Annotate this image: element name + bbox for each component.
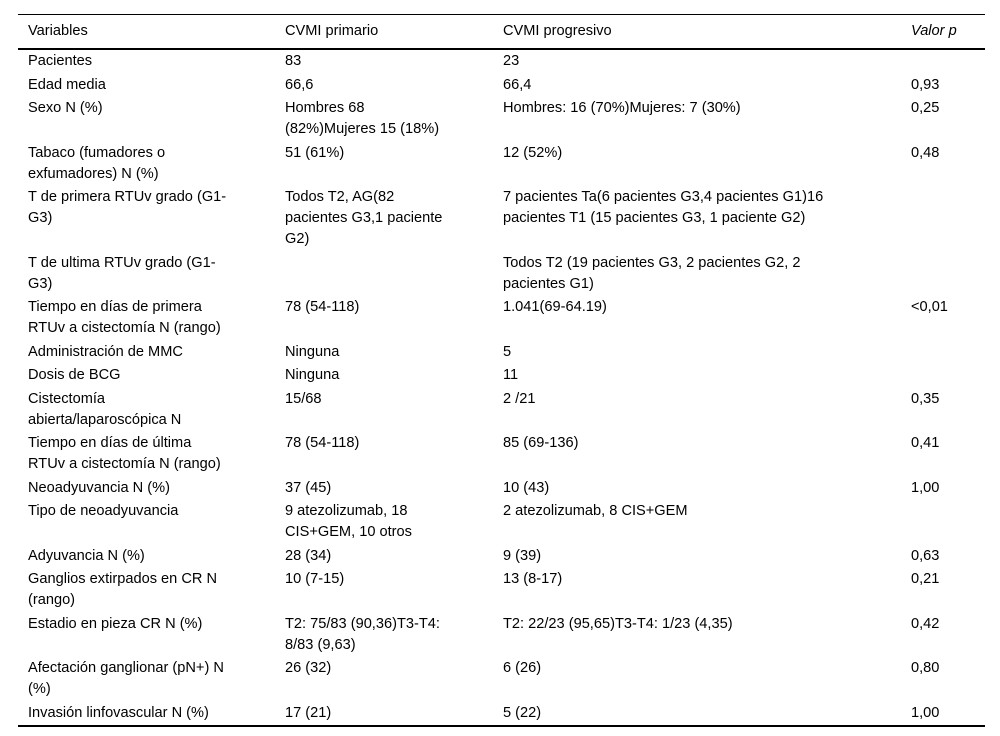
cell-p: 1,00: [911, 479, 940, 496]
table-body: Pacientes 83 23 Edad media 66,6 66,4 0,93 Sexo …: [18, 49, 985, 726]
cell-progresivo: 1.041(69-64.19): [503, 299, 607, 315]
table-row: Pacientes 83 23: [18, 49, 985, 74]
cell-primario: 9 atezolizumab, 18 CIS+GEM, 10 otros: [285, 503, 412, 540]
cell-p: 0,80: [911, 660, 940, 676]
cell-variable: Tabaco (fumadores o exfumadores) N (%): [28, 144, 166, 182]
cell-variable: Adyuvancia N (%): [28, 547, 145, 564]
cell-primario: 78 (54-118): [285, 435, 360, 451]
cell-variable: Edad media: [28, 76, 106, 93]
cell-progresivo: Todos T2 (19 pacientes G3, 2 pacientes G…: [503, 254, 801, 292]
cell-progresivo: 6 (26): [503, 660, 542, 676]
cell-p: 1,00: [911, 704, 940, 721]
cell-p: <0,01: [911, 299, 948, 315]
cell-variable: Neoadyuvancia N (%): [28, 479, 170, 496]
cell-primario: 78 (54-118): [285, 299, 360, 315]
cell-progresivo: 10 (43): [503, 479, 550, 496]
table-header: Variables CVMI primario CVMI progresivo …: [18, 14, 985, 50]
table-row: Tiempo en días de última RTUv a cistecto…: [18, 432, 985, 477]
cell-progresivo: 9 (39): [503, 547, 542, 564]
cell-p: 0,42: [911, 615, 940, 632]
cell-primario: 37 (45): [285, 479, 332, 496]
table-row: Tabaco (fumadores o exfumadores) N (%) 51…: [18, 142, 985, 187]
cell-p: [911, 186, 985, 252]
table-row: Edad media 66,6 66,4 0,93: [18, 74, 985, 98]
table-row: Afectación ganglionar (pN+) N (%) 26 (32)…: [18, 657, 985, 702]
table-row: Cistectomía abierta/laparoscópica N 15/68…: [18, 388, 985, 433]
cell-variable: Invasión linfovascular N (%): [28, 704, 209, 721]
cell-p: 0,35: [911, 390, 940, 407]
cell-variable: Afectación ganglionar (pN+) N (%): [28, 660, 224, 697]
cell-primario: 28 (34): [285, 547, 332, 564]
comparison-table: Variables CVMI primario CVMI progresivo …: [18, 14, 985, 727]
table-row: Estadio en pieza CR N (%) T2: 75/83 (90,3…: [18, 613, 985, 658]
table-row: T de primera RTUv grado (G1- G3) Todos T2…: [18, 186, 985, 252]
cell-progresivo: 5 (22): [503, 704, 542, 721]
table-row: Dosis de BCG Ninguna 11: [18, 364, 985, 388]
cell-p: [911, 341, 985, 365]
cell-primario: T2: 75/83 (90,36)T3-T4: 8/83 (9,63): [285, 615, 440, 653]
cell-variable: Estadio en pieza CR N (%): [28, 615, 203, 632]
table-row: Tiempo en días de primera RTUv a cistect…: [18, 296, 985, 341]
cell-variable: Pacientes: [28, 53, 93, 69]
cell-variable: Administración de MMC: [28, 343, 183, 360]
cell-progresivo: 2 atezolizumab, 8 CIS+GEM: [503, 503, 688, 519]
cell-variable: Tiempo en días de primera RTUv a cistect…: [28, 299, 221, 336]
cell-progresivo: 2 /21: [503, 390, 536, 407]
cell-variable: Tiempo en días de última RTUv a cistecto…: [28, 435, 221, 472]
header-row: Variables CVMI primario CVMI progresivo …: [18, 14, 985, 50]
cell-progresivo: 12 (52%): [503, 144, 563, 161]
cell-p: 0,48: [911, 144, 940, 161]
cell-progresivo: 23: [503, 53, 520, 69]
table-row: T de ultima RTUv grado (G1- G3) Todos T2 …: [18, 252, 985, 297]
cell-primario: 17 (21): [285, 704, 332, 721]
table-row: Neoadyuvancia N (%) 37 (45) 10 (43) 1,00: [18, 477, 985, 501]
cell-p: 0,25: [911, 100, 940, 116]
cell-p: 0,21: [911, 571, 940, 587]
cell-progresivo: 66,4: [503, 76, 532, 93]
cell-progresivo: 11: [503, 367, 519, 383]
table-row: Invasión linfovascular N (%) 17 (21) 5 (22…: [18, 702, 985, 727]
cell-primario: 83: [285, 53, 302, 69]
table-row: Tipo de neoadyuvancia 9 atezolizumab, 18 …: [18, 500, 985, 545]
table-row: Administración de MMC Ninguna 5: [18, 341, 985, 365]
cell-primario: 15/68: [285, 390, 322, 407]
cell-variable: T de ultima RTUv grado (G1- G3): [28, 254, 216, 292]
table-row: Sexo N (%) Hombres 68 (82%)Mujeres 15 (18…: [18, 97, 985, 142]
cell-p: 0,93: [911, 76, 940, 93]
cell-primario: [285, 252, 503, 297]
column-header-cvmi-progresivo: CVMI progresivo: [503, 14, 911, 50]
cell-p: 0,63: [911, 547, 940, 564]
cell-primario: Ninguna: [285, 367, 340, 383]
cell-primario: 66,6: [285, 76, 314, 93]
cell-progresivo: T2: 22/23 (95,65)T3-T4: 1/23 (4,35): [503, 615, 733, 632]
cell-variable: T de primera RTUv grado (G1- G3): [28, 189, 227, 226]
cell-p: [911, 500, 985, 545]
cell-p: [911, 252, 985, 297]
cell-variable: Dosis de BCG: [28, 367, 121, 383]
cell-progresivo: 7 pacientes Ta(6 pacientes G3,4 paciente…: [503, 189, 824, 226]
table-row: Ganglios extirpados en CR N (rango) 10 (7…: [18, 568, 985, 613]
column-header-variables: Variables: [18, 14, 285, 50]
cell-p: [911, 49, 985, 74]
column-header-valor-p: Valor p: [911, 14, 985, 50]
cell-p: [911, 364, 985, 388]
cell-primario: 26 (32): [285, 660, 332, 676]
cell-progresivo: 5: [503, 343, 512, 360]
cell-p: 0,41: [911, 435, 940, 451]
cell-progresivo: Hombres: 16 (70%)Mujeres: 7 (30%): [503, 100, 741, 116]
cell-primario: Hombres 68 (82%)Mujeres 15 (18%): [285, 100, 440, 137]
cell-primario: 51 (61%): [285, 144, 345, 161]
cell-primario: Ninguna: [285, 343, 340, 360]
cell-primario: 10 (7-15): [285, 571, 345, 587]
cell-variable: Sexo N (%): [28, 100, 103, 116]
cell-variable: Ganglios extirpados en CR N (rango): [28, 571, 217, 608]
cell-primario: Todos T2, AG(82 pacientes G3,1 paciente …: [285, 189, 443, 247]
table-row: Adyuvancia N (%) 28 (34) 9 (39) 0,63: [18, 545, 985, 569]
column-header-cvmi-primario: CVMI primario: [285, 14, 503, 50]
cell-variable: Cistectomía abierta/laparoscópica N: [28, 390, 182, 428]
cell-variable: Tipo de neoadyuvancia: [28, 503, 179, 519]
cell-progresivo: 85 (69-136): [503, 435, 579, 451]
cell-progresivo: 13 (8-17): [503, 571, 563, 587]
